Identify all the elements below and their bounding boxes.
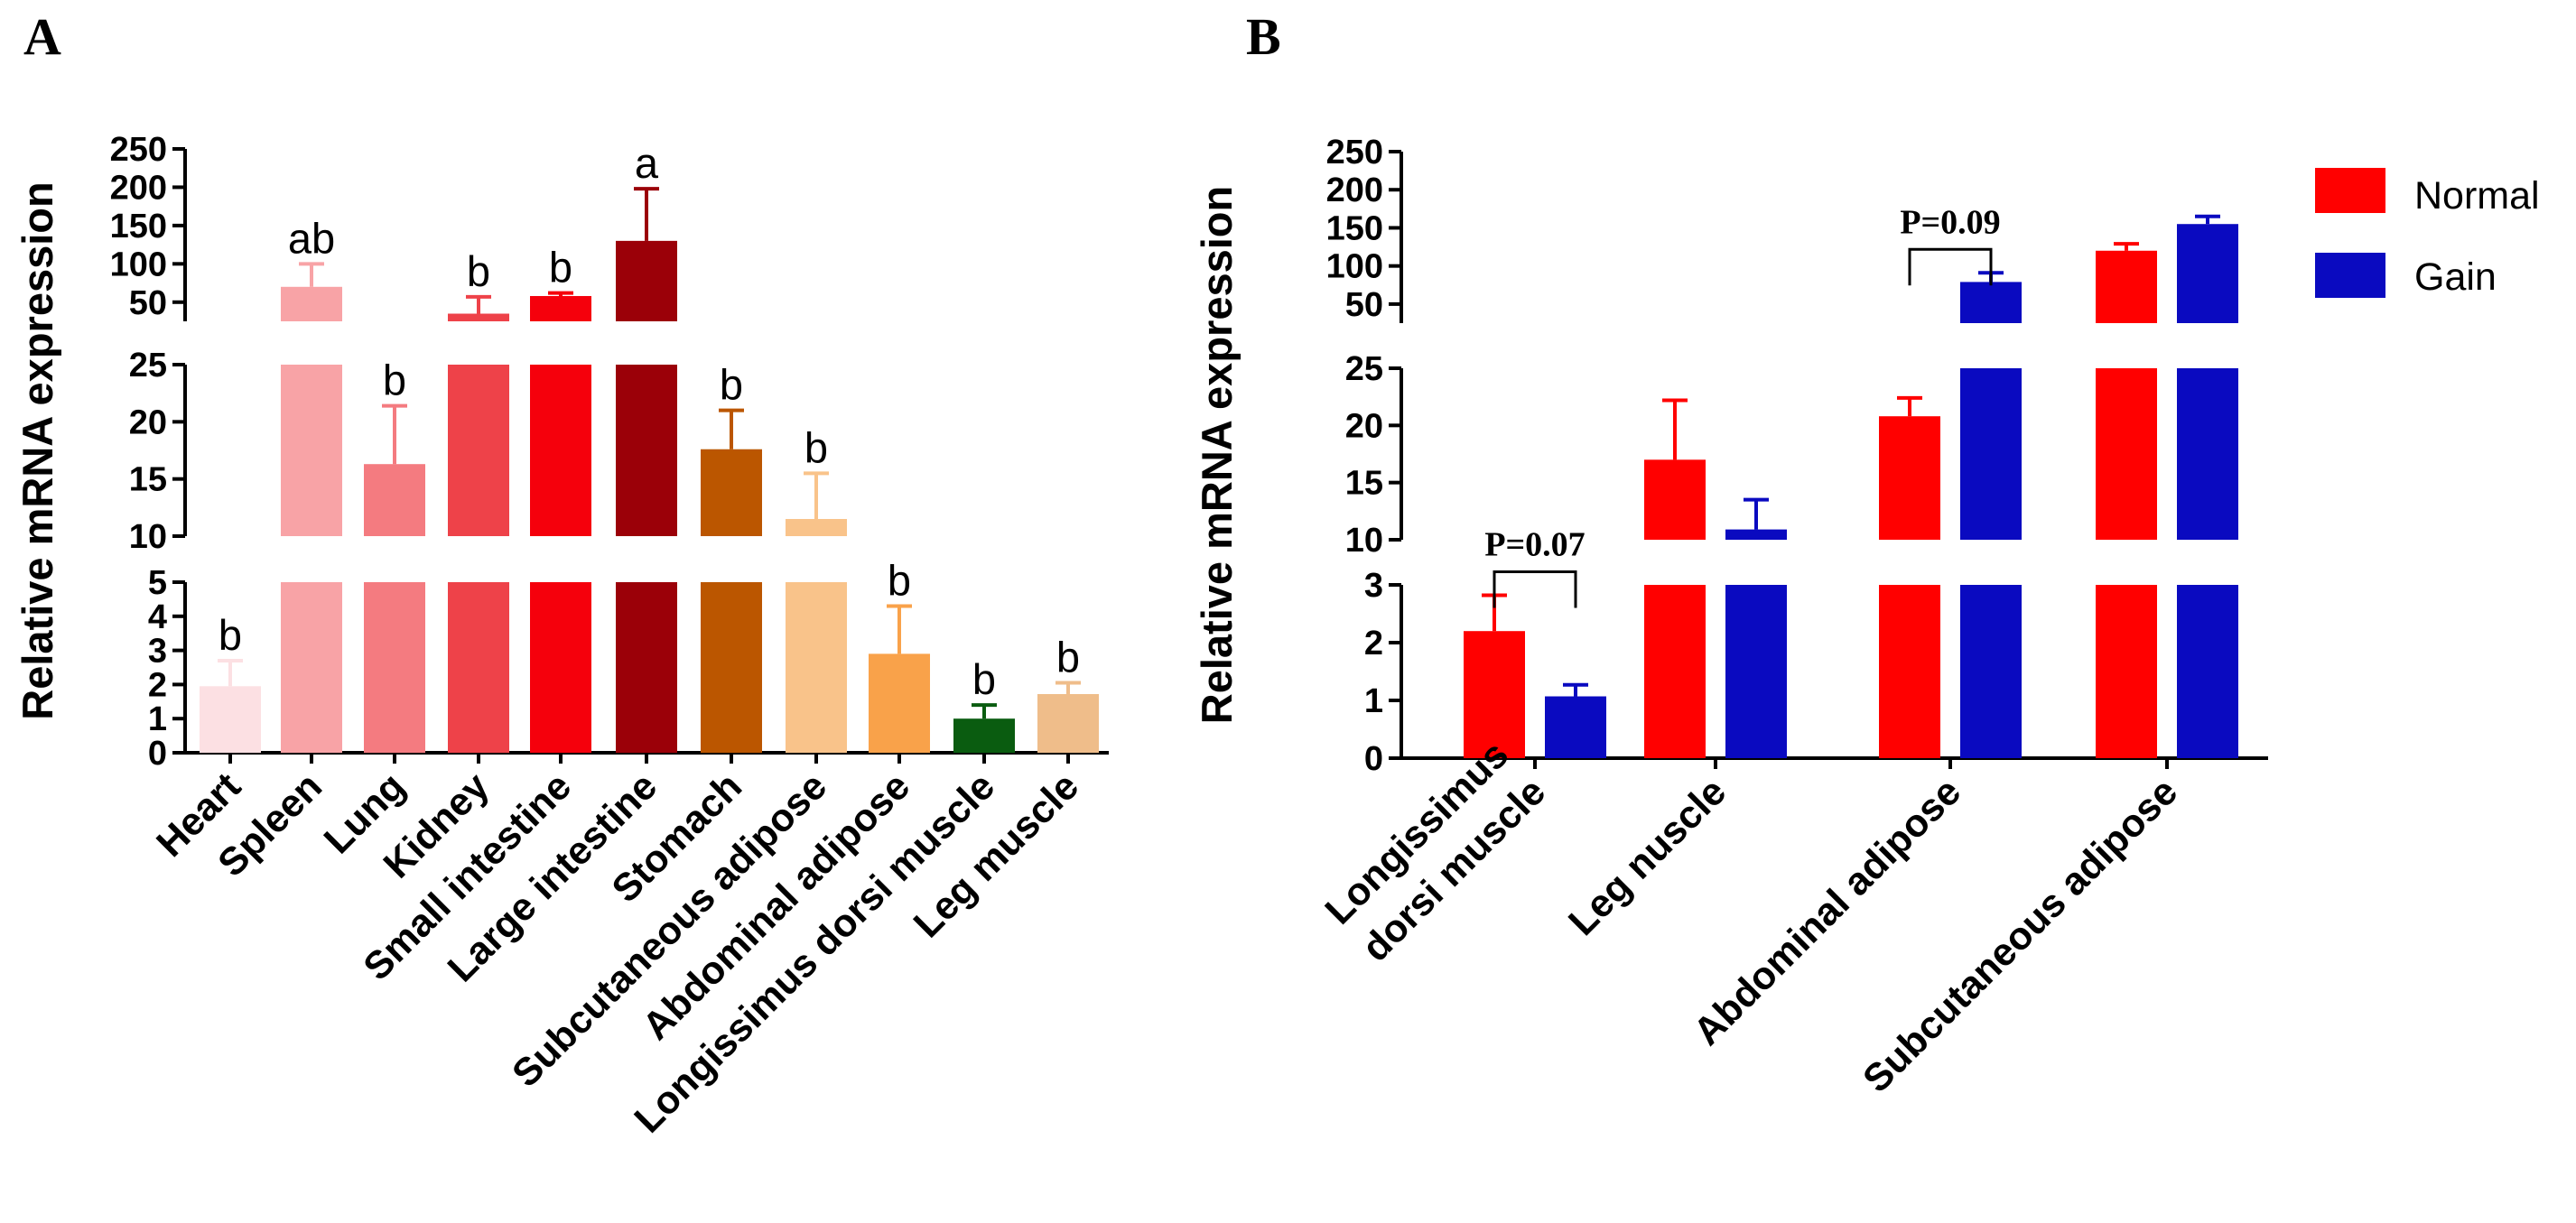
y-tick-label: 1 <box>148 700 167 738</box>
y-tick-label: 5 <box>148 564 167 602</box>
y-axis-title: Relative mRNA expression <box>1193 186 1241 724</box>
bar-small-intestine <box>530 582 591 753</box>
bar-small-intestine <box>530 295 591 321</box>
y-tick-label: 10 <box>1345 522 1383 560</box>
significance-letter-abdominal-adipose: b <box>888 556 911 604</box>
bar-abdominal-adipose <box>869 653 930 753</box>
bar-subcutaneous-adipose <box>786 582 847 753</box>
y-tick-label: 100 <box>110 246 167 283</box>
bar-gain-subcutaneous-adipose <box>2177 224 2238 323</box>
bar-gain-subcutaneous-adipose <box>2177 368 2238 540</box>
bar-normal-subcutaneous-adipose <box>2096 368 2157 540</box>
y-tick-label: 0 <box>1364 740 1383 778</box>
significance-letter-stomach: b <box>720 361 743 409</box>
y-tick-label: 0 <box>148 735 167 773</box>
x-category-label-line: Leg nuscle <box>1560 770 1734 944</box>
y-tick-label: 15 <box>1345 465 1383 503</box>
panel-a-letter: A <box>23 7 61 66</box>
y-tick-label: 200 <box>1326 171 1383 209</box>
significance-bracket <box>1493 570 1577 608</box>
bar-normal-leg-nuscle <box>1644 585 1706 758</box>
bar-stomach <box>701 449 762 536</box>
y-tick-label: 1 <box>1364 682 1383 720</box>
y-tick-label: 200 <box>110 169 167 207</box>
bar-normal-subcutaneous-adipose <box>2096 585 2157 758</box>
significance-letter-longissimus-dorsi-muscle: b <box>972 655 996 703</box>
y-tick-label: 25 <box>1345 350 1383 388</box>
y-tick-label: 3 <box>1364 567 1383 605</box>
bar-gain-leg-nuscle <box>1725 585 1787 758</box>
bar-gain-leg-nuscle <box>1725 529 1787 540</box>
bar-spleen <box>281 365 342 536</box>
legend-label-normal: Normal <box>2414 174 2540 218</box>
bar-normal-longissimus-dorsi-muscle <box>1464 631 1525 758</box>
y-tick-label: 20 <box>129 403 167 441</box>
y-tick-label: 4 <box>148 598 167 636</box>
bar-gain-abdominal-adipose <box>1960 282 2022 323</box>
significance-letter-lung: b <box>383 357 406 404</box>
legend-swatch-normal <box>2315 168 2385 213</box>
bar-lung <box>364 582 425 753</box>
bar-kidney <box>448 365 509 536</box>
bar-gain-longissimus-dorsi-muscle <box>1545 696 1606 758</box>
bar-large-intestine <box>616 240 677 321</box>
y-tick-label: 20 <box>1345 407 1383 445</box>
y-tick-label: 100 <box>1326 248 1383 286</box>
p-value-label: P=0.09 <box>1900 203 2000 241</box>
bar-gain-subcutaneous-adipose <box>2177 585 2238 758</box>
x-category-label-longissimus-dorsi-muscle: Longissimusdorsi muscle <box>1317 733 1555 970</box>
y-tick-label: 50 <box>1345 286 1383 324</box>
y-tick-label: 3 <box>148 633 167 671</box>
x-category-label-leg-nuscle: Leg nuscle <box>1560 770 1734 944</box>
panel-b: B Relative mRNA expression 0 1 2 3 10 15 20 25 50… <box>1193 7 2268 1101</box>
bar-spleen <box>281 582 342 753</box>
y-tick-label: 150 <box>1326 209 1383 247</box>
y-tick-label: 50 <box>129 284 167 322</box>
y-tick-label: 25 <box>129 347 167 385</box>
legend: Normal Gain <box>2315 168 2540 299</box>
y-tick-label: 2 <box>148 666 167 704</box>
y-tick-label: 10 <box>129 518 167 556</box>
bar-kidney <box>448 313 509 321</box>
bar-gain-abdominal-adipose <box>1960 585 2022 758</box>
bar-heart <box>200 686 261 753</box>
bar-small-intestine <box>530 365 591 536</box>
bar-spleen <box>281 286 342 321</box>
significance-letter-subcutaneous-adipose: b <box>804 423 828 471</box>
significance-letter-kidney: b <box>467 247 490 295</box>
bar-lung <box>364 464 425 536</box>
bar-large-intestine <box>616 582 677 753</box>
panel-b-letter: B <box>1246 7 1281 66</box>
bar-large-intestine <box>616 365 677 536</box>
significance-letter-large-intestine: a <box>635 139 659 187</box>
y-tick-label: 250 <box>110 131 167 169</box>
bar-normal-abdominal-adipose <box>1879 585 1940 758</box>
y-tick-label: 250 <box>1326 134 1383 171</box>
bar-kidney <box>448 582 509 753</box>
bar-longissimus-dorsi-muscle <box>953 718 1015 753</box>
bar-gain-abdominal-adipose <box>1960 368 2022 540</box>
y-axis-title: Relative mRNA expression <box>14 181 61 719</box>
legend-label-gain: Gain <box>2414 255 2497 299</box>
significance-letter-heart: b <box>219 611 242 659</box>
y-tick-label: 150 <box>110 208 167 246</box>
significance-letter-leg-muscle: b <box>1056 634 1080 681</box>
bar-normal-leg-nuscle <box>1644 459 1706 540</box>
y-tick-label: 2 <box>1364 625 1383 662</box>
significance-letter-spleen: ab <box>288 214 335 262</box>
significance-letter-small-intestine: b <box>549 244 572 292</box>
y-tick-label: 15 <box>129 461 167 499</box>
bar-stomach <box>701 582 762 753</box>
bar-leg-muscle <box>1037 693 1099 753</box>
bar-normal-abdominal-adipose <box>1879 416 1940 540</box>
bar-subcutaneous-adipose <box>786 519 847 536</box>
legend-swatch-gain <box>2315 253 2385 298</box>
p-value-label: P=0.07 <box>1484 526 1585 564</box>
significance-bracket <box>1908 247 1993 286</box>
bar-normal-subcutaneous-adipose <box>2096 250 2157 323</box>
